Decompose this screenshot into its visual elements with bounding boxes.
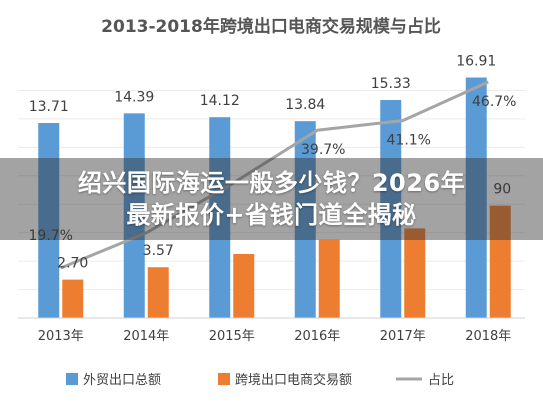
bar-export-total	[209, 117, 231, 318]
headline-banner: 绍兴国际海运一般多少钱？2026年 最新报价+省钱门道全揭秘	[0, 158, 543, 240]
data-label-share: 41.1%	[387, 133, 431, 149]
x-tick-label: 2014年	[123, 329, 169, 344]
headline-line-2: 最新报价+省钱门道全揭秘	[126, 201, 417, 229]
headline-line-1: 绍兴国际海运一般多少钱？2026年	[77, 169, 466, 197]
data-label-export: 14.12	[200, 93, 240, 109]
bar-ecommerce	[318, 239, 340, 318]
data-label-export: 13.84	[285, 97, 325, 113]
bar-export-total	[294, 121, 316, 318]
data-labels: 13.71 2.70 14.39 3.57 14.12 13.84 15.33 16.91 90…	[29, 54, 517, 272]
bar-ecommerce	[404, 228, 426, 318]
x-tick-label: 2018年	[465, 329, 511, 344]
data-label-ecommerce: 2.70	[57, 256, 88, 272]
legend-label: 跨境出口电商交易额	[235, 372, 352, 388]
legend: 外贸出口总额 跨境出口电商交易额 占比	[66, 372, 454, 388]
x-tick-label: 2015年	[209, 329, 255, 344]
share-line	[60, 80, 489, 270]
data-label-export: 13.71	[29, 99, 69, 115]
line-share	[60, 80, 489, 270]
x-tick-label: 2013年	[38, 329, 84, 344]
x-tick-labels: 2013年 2014年 2015年 2016年 2017年 2018年	[38, 329, 512, 344]
data-label-export: 14.39	[114, 89, 154, 105]
data-label-export: 16.91	[456, 54, 496, 70]
bar-export-total	[123, 113, 145, 318]
legend-swatch	[66, 373, 78, 385]
bar-ecommerce	[233, 254, 255, 318]
legend-swatch	[218, 373, 230, 385]
bars	[38, 77, 511, 319]
bar-export-total	[380, 99, 402, 319]
data-label-share: 39.7%	[301, 142, 345, 158]
bar-ecommerce	[147, 267, 169, 318]
data-label-ecommerce: 3.57	[143, 243, 174, 259]
data-label-share: 46.7%	[472, 94, 516, 110]
data-label-ecommerce: 90	[493, 182, 511, 198]
gridlines	[18, 89, 525, 291]
bar-ecommerce	[62, 279, 84, 318]
legend-label: 占比	[428, 373, 454, 388]
data-label-share: 19.7%	[29, 228, 73, 244]
bar-export-total	[465, 77, 487, 318]
chart-title: 2013-2018年跨境出口电商交易规模与占比	[101, 16, 441, 37]
bar-export-total	[38, 123, 60, 318]
x-tick-label: 2017年	[380, 329, 426, 344]
bar-ecommerce	[489, 205, 511, 318]
data-label-export: 15.33	[371, 76, 411, 92]
legend-label: 外贸出口总额	[83, 373, 161, 388]
x-tick-label: 2016年	[294, 329, 340, 344]
